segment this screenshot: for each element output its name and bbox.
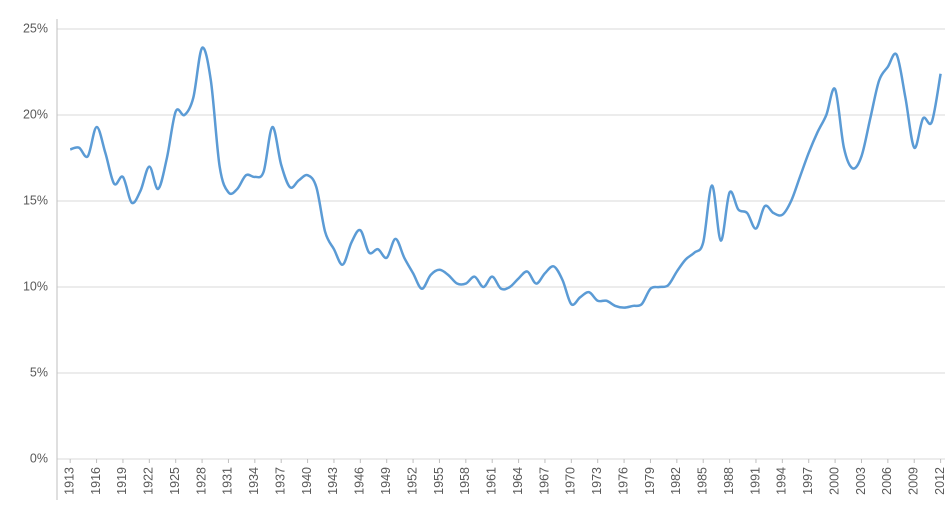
x-tick-label: 1937 xyxy=(273,467,287,495)
x-tick-label: 1982 xyxy=(669,467,683,495)
x-tick-label: 1919 xyxy=(115,467,129,495)
x-tick-label: 1934 xyxy=(247,467,261,495)
x-tick-label: 2009 xyxy=(907,467,921,495)
x-tick-label: 1973 xyxy=(590,467,604,495)
x-tick-label: 1928 xyxy=(194,467,208,495)
x-tick-label: 1922 xyxy=(142,467,156,495)
x-tick-label: 1991 xyxy=(748,467,762,495)
x-tick-label: 1940 xyxy=(300,467,314,495)
x-tick-label: 1997 xyxy=(801,467,815,495)
y-tick-label: 5% xyxy=(30,365,48,379)
x-tick-label: 1949 xyxy=(379,467,393,495)
x-tick-label: 1985 xyxy=(696,467,710,495)
x-tick-label: 1946 xyxy=(353,467,367,495)
x-tick-label: 1925 xyxy=(168,467,182,495)
x-tick-label: 1961 xyxy=(485,467,499,495)
x-tick-label: 2000 xyxy=(827,467,841,495)
y-tick-label: 20% xyxy=(23,107,48,121)
x-tick-label: 1994 xyxy=(775,467,789,495)
x-tick-label: 1955 xyxy=(432,467,446,495)
x-tick-label: 1913 xyxy=(62,467,76,495)
x-tick-label: 1916 xyxy=(89,467,103,495)
y-tick-label: 0% xyxy=(30,451,48,465)
x-tick-label: 1970 xyxy=(564,467,578,495)
x-tick-label: 2003 xyxy=(854,467,868,495)
data-line xyxy=(69,46,942,309)
x-tick-label: 1958 xyxy=(458,467,472,495)
y-tick-label: 10% xyxy=(23,279,48,293)
x-tick-label: 2012 xyxy=(933,467,947,495)
x-tick-label: 2006 xyxy=(880,467,894,495)
x-tick-label: 1979 xyxy=(643,467,657,495)
x-tick-label: 1931 xyxy=(221,467,235,495)
x-tick-label: 1967 xyxy=(537,467,551,495)
y-tick-label: 15% xyxy=(23,193,48,207)
x-tick-label: 1976 xyxy=(616,467,630,495)
y-tick-label: 25% xyxy=(23,21,48,35)
x-tick-label: 1988 xyxy=(722,467,736,495)
x-tick-label: 1943 xyxy=(326,467,340,495)
x-tick-label: 1964 xyxy=(511,467,525,495)
x-tick-label: 1952 xyxy=(405,467,419,495)
